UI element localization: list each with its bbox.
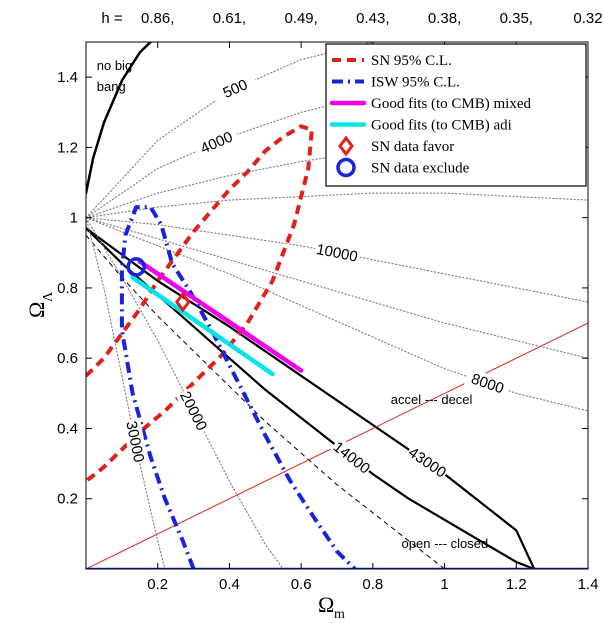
top-axis-label: 0.32 bbox=[573, 10, 602, 27]
y-tick-label: 1 bbox=[70, 210, 78, 227]
x-tick-label: 0.8 bbox=[362, 576, 383, 593]
x-tick-label: 1.4 bbox=[578, 576, 599, 593]
annotation-no-big: no big bbox=[97, 58, 132, 73]
isw-95-c-l-line bbox=[119, 205, 357, 569]
top-axis-label: 0.49, bbox=[284, 10, 317, 27]
y-axis-label: Ω Λ bbox=[24, 291, 56, 318]
y-axis-label-sub: Λ bbox=[41, 291, 56, 302]
contour-label-bg-4000 bbox=[192, 125, 241, 160]
y-axis-label-main: Ω bbox=[24, 302, 49, 318]
reference-line-no-big-bang bbox=[86, 42, 153, 195]
contour-label-bg-14000 bbox=[328, 436, 375, 479]
legend-good-fits-to-cmb-adi-label: Good fits (to CMB) adi bbox=[371, 118, 512, 134]
y-tick-label: 1.4 bbox=[57, 69, 78, 86]
contour-unlabeled-11 bbox=[86, 192, 588, 219]
legend-sn-data-favor-label: SN data favor bbox=[371, 139, 454, 155]
x-tick-label: 0.2 bbox=[147, 576, 168, 593]
y-tick-label: 0.8 bbox=[57, 280, 78, 297]
legend: SN 95% C.L. ISW 95% C.L. Good fits (to CMB… bbox=[325, 43, 587, 187]
x-axis-label: Ω m bbox=[318, 592, 345, 622]
contour-43000 bbox=[86, 227, 536, 569]
y-tick-label: 0.2 bbox=[57, 491, 78, 508]
x-axis-label-sub: m bbox=[334, 607, 345, 622]
contour-label-bg-30000 bbox=[122, 418, 149, 465]
x-tick-label: 1 bbox=[440, 576, 448, 593]
legend-sn-data-favor-swatch bbox=[338, 135, 354, 157]
annotation-bang: bang bbox=[97, 79, 126, 94]
sn-95-c-l-line bbox=[86, 124, 314, 483]
y-tick-label: 0.6 bbox=[57, 350, 78, 367]
x-tick-label: 0.6 bbox=[291, 576, 312, 593]
top-axis-label: 0.38, bbox=[428, 10, 461, 27]
good-fits-to-cmb-adi-line bbox=[130, 275, 275, 377]
contour-label-bg-10000 bbox=[313, 239, 361, 266]
contour-label-bg-8000 bbox=[463, 367, 512, 400]
top-axis: h = 0.86, 0.61, 0.49, 0.43, 0.38, 0.35, 0.32 bbox=[101, 10, 602, 27]
legend-sn-95-c-l-label: SN 95% C.L. bbox=[371, 53, 452, 69]
contour-label-bg-43000 bbox=[404, 442, 451, 483]
contour-label-bg-20000 bbox=[175, 387, 212, 435]
contour-30000 bbox=[86, 217, 166, 569]
annotation-open-closed: open --- closed bbox=[402, 536, 489, 551]
contour-label-bg-500 bbox=[211, 71, 259, 106]
top-axis-label: 0.43, bbox=[356, 10, 389, 27]
top-axis-label: 0.35, bbox=[500, 10, 533, 27]
plot-frame bbox=[85, 41, 589, 570]
top-axis-label: 0.86, bbox=[141, 10, 174, 27]
good-fits-to-cmb-mixed-line bbox=[137, 259, 304, 373]
annotation-accel-decel: accel --- decel bbox=[391, 392, 473, 407]
top-axis-label: 0.61, bbox=[213, 10, 246, 27]
x-tick-label: 0.4 bbox=[219, 576, 240, 593]
x-tick-label: 1.2 bbox=[506, 576, 527, 593]
sn-data-exclude-marker bbox=[126, 257, 146, 277]
contour-unlabeled-9 bbox=[86, 217, 588, 359]
legend-sn-data-exclude-swatch bbox=[336, 157, 356, 178]
legend-sn-data-exclude-label: SN data exclude bbox=[371, 161, 470, 177]
top-axis-prefix: h = bbox=[101, 10, 123, 27]
legend-box bbox=[325, 43, 587, 187]
y-tick-label: 0.4 bbox=[57, 420, 78, 437]
sn-data-favor-marker bbox=[174, 291, 191, 313]
x-axis-label-main: Ω bbox=[318, 592, 334, 617]
axes: 0.2 0.4 0.6 0.8 1 1.2 1.4 0.2 0.4 0.6 0.8 1 1.2 1.4 bbox=[57, 41, 599, 593]
legend-isw-95-c-l-label: ISW 95% C.L. bbox=[371, 75, 460, 91]
y-tick-label: 1.2 bbox=[57, 139, 78, 156]
legend-good-fits-to-cmb-mixed-label: Good fits (to CMB) mixed bbox=[371, 96, 531, 112]
